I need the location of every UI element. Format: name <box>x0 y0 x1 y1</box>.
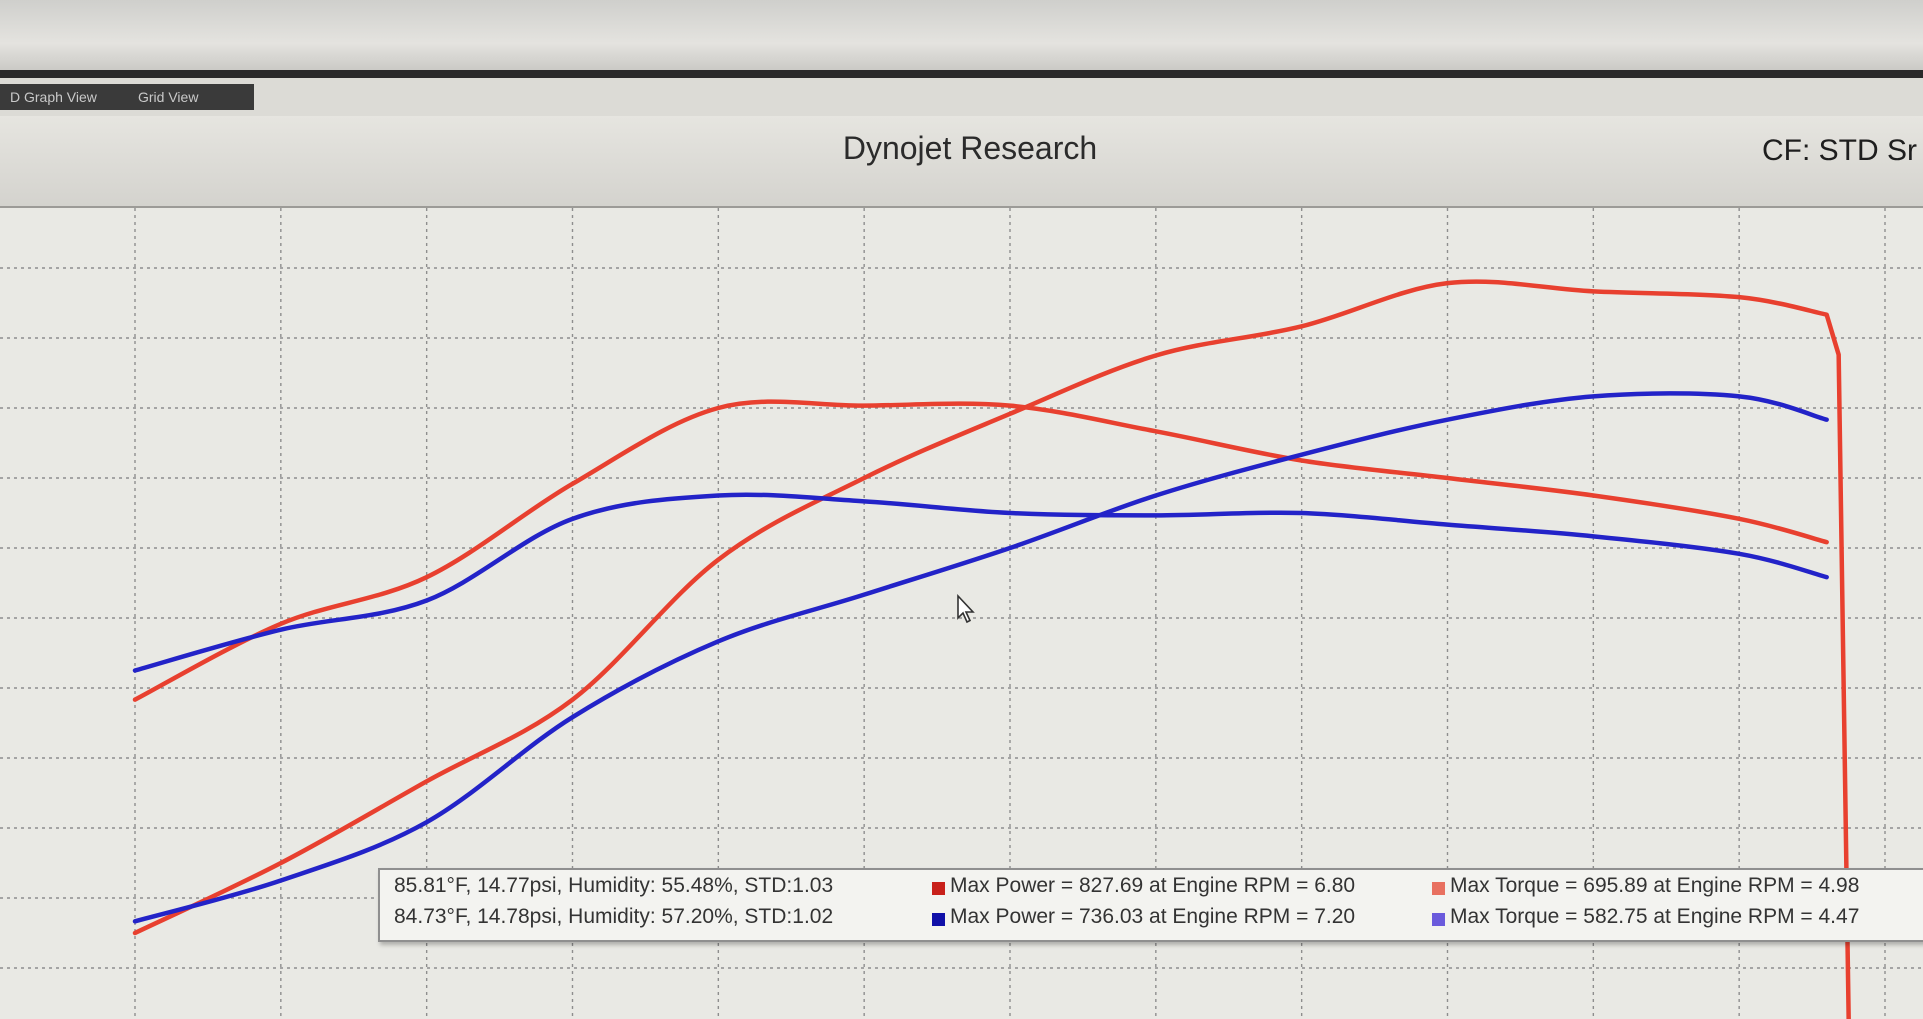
monitor-edge <box>0 70 1923 78</box>
correction-factor-label: CF: STD Sr <box>1762 134 1917 167</box>
legend-power-swatch <box>932 913 945 926</box>
legend-conditions: 84.73°F, 14.78psi, Humidity: 57.20%, STD… <box>394 905 834 928</box>
tab-graph-view[interactable]: D Graph View <box>0 84 128 110</box>
legend-max-torque: Max Torque = 582.75 at Engine RPM = 4.47 <box>1450 905 1860 928</box>
legend-conditions: 85.81°F, 14.77psi, Humidity: 55.48%, STD… <box>394 874 834 897</box>
series-run-1-torque <box>132 399 1829 702</box>
legend-torque-swatch <box>1432 882 1445 895</box>
series-run-1-power <box>132 279 1851 1019</box>
legend-max-power: Max Power = 827.69 at Engine RPM = 6.80 <box>950 874 1356 897</box>
legend-torque-swatch <box>1432 913 1445 926</box>
series-run-2-torque <box>132 492 1829 673</box>
tab-grid-view[interactable]: Grid View <box>128 84 254 110</box>
legend-max-torque: Max Torque = 695.89 at Engine RPM = 4.98 <box>1450 874 1860 897</box>
legend-power-swatch <box>932 882 945 895</box>
series-run-2-power <box>132 391 1829 924</box>
chart-header <box>0 116 1923 208</box>
chart-title: Dynojet Research <box>842 130 1098 166</box>
run-legend: 85.81°F, 14.77psi, Humidity: 55.48%, STD… <box>378 868 1923 942</box>
view-tab-bar: D Graph View Grid View <box>0 78 1923 116</box>
legend-max-power: Max Power = 736.03 at Engine RPM = 7.20 <box>950 905 1356 928</box>
monitor-bezel <box>0 0 1923 72</box>
mouse-pointer-icon <box>957 594 975 624</box>
plot-series <box>132 279 1851 1019</box>
